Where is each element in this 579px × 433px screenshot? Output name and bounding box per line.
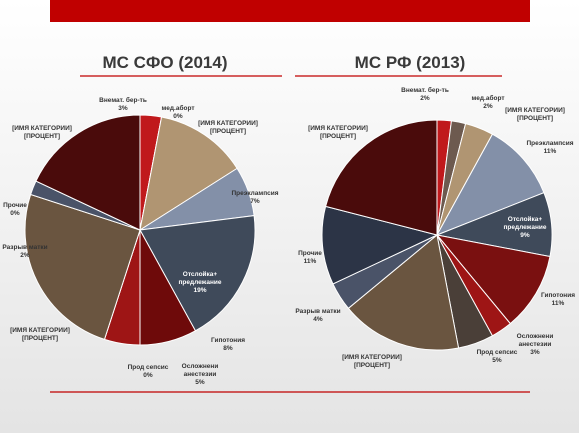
slice-label: Прод сепсис 5% bbox=[464, 349, 530, 365]
category-label: [ИМЯ КАТЕГОРИИ] bbox=[308, 124, 368, 132]
slice-label: Прочие 11% bbox=[277, 250, 343, 266]
category-label: Осложнени анестезии bbox=[516, 332, 554, 348]
value-label: 3% bbox=[118, 105, 128, 112]
value-label: 0% bbox=[173, 113, 183, 120]
category-label: Прод сепсис bbox=[127, 363, 169, 371]
slice-label: мед.аборт 0% bbox=[145, 105, 211, 121]
value-label: [ПРОЦЕНТ] bbox=[319, 133, 357, 140]
slice-label: [ИМЯ КАТЕГОРИИ] [ПРОЦЕНТ] bbox=[9, 125, 75, 141]
slice-label: Преэклампсия 7% bbox=[222, 190, 288, 206]
slice-label: Внемат. бер-ть 2% bbox=[392, 87, 458, 103]
value-label: 11% bbox=[551, 300, 565, 307]
pie-slice bbox=[24, 193, 141, 341]
slice-label: [ИМЯ КАТЕГОРИИ] [ПРОЦЕНТ] bbox=[305, 125, 371, 141]
category-label: [ИМЯ КАТЕГОРИИ] bbox=[10, 326, 70, 334]
pie-slice bbox=[347, 234, 460, 351]
category-label: Внемат. бер-ть bbox=[401, 86, 449, 94]
category-label: Прод сепсис bbox=[476, 348, 518, 356]
pie-slice bbox=[325, 119, 438, 236]
category-label: Преэклампсия bbox=[526, 139, 574, 147]
category-label: [ИМЯ КАТЕГОРИИ] bbox=[505, 106, 565, 114]
slice-label: Преэклампсия 11% bbox=[517, 140, 579, 156]
pie-slice bbox=[139, 215, 256, 332]
slice-label: Отслойка+ предлежание 9% bbox=[492, 216, 558, 240]
slice-label: [ИМЯ КАТЕГОРИИ] [ПРОЦЕНТ] bbox=[195, 120, 261, 136]
value-label: 2% bbox=[420, 95, 430, 102]
slice-label: Гипотония 11% bbox=[525, 292, 579, 308]
category-label: Гипотония bbox=[210, 336, 246, 344]
slice-label: Внемат. бер-ть 3% bbox=[90, 97, 156, 113]
pie-slice bbox=[435, 133, 545, 236]
slice-label: Разрыв матки 2% bbox=[0, 244, 58, 260]
value-label: 7% bbox=[250, 198, 260, 205]
slice-label: Отслойка+ предлежание 19% bbox=[167, 271, 233, 295]
category-label: мед.аборт bbox=[471, 94, 505, 102]
pie-slice bbox=[139, 116, 238, 232]
category-label: Гипотония bbox=[540, 291, 576, 299]
value-label: [ПРОЦЕНТ] bbox=[516, 115, 554, 122]
category-label: Прочие bbox=[298, 249, 322, 257]
slice-label: Прод сепсис 0% bbox=[115, 364, 181, 380]
pie-slice bbox=[321, 205, 439, 285]
slice-label: Осложнени анестезии 3% bbox=[502, 333, 568, 357]
category-label: Отслойка+ предлежание bbox=[503, 215, 547, 231]
value-label: 5% bbox=[195, 379, 205, 387]
value-label: 9% bbox=[520, 232, 530, 240]
slice-label: Гипотония 8% bbox=[195, 337, 261, 353]
slice-label: [ИМЯ КАТЕГОРИИ] [ПРОЦЕНТ] bbox=[339, 354, 405, 370]
category-label: Прочие bbox=[3, 201, 27, 209]
category-label: [ИМЯ КАТЕГОРИИ] bbox=[12, 124, 72, 132]
value-label: [ПРОЦЕНТ] bbox=[21, 335, 59, 342]
value-label: [ПРОЦЕНТ] bbox=[209, 128, 247, 135]
chart-title: МС РФ (2013) bbox=[355, 53, 466, 72]
value-label: [ПРОЦЕНТ] bbox=[353, 362, 391, 369]
slice-label: [ИМЯ КАТЕГОРИИ] [ПРОЦЕНТ] bbox=[502, 107, 568, 123]
value-label: 2% bbox=[20, 252, 30, 259]
value-label: 8% bbox=[223, 345, 233, 352]
value-label: 2% bbox=[483, 103, 493, 110]
slice-label: Разрыв матки 4% bbox=[285, 308, 351, 324]
pie-slice bbox=[435, 234, 551, 325]
category-label: Преэклампсия bbox=[231, 189, 279, 197]
value-label: 19% bbox=[193, 287, 207, 295]
value-label: 0% bbox=[10, 210, 20, 217]
category-label: [ИМЯ КАТЕГОРИИ] bbox=[342, 353, 402, 361]
value-label: 11% bbox=[303, 258, 317, 265]
value-label: 3% bbox=[530, 349, 540, 357]
value-label: 0% bbox=[143, 372, 153, 379]
value-label: 5% bbox=[492, 357, 502, 364]
category-label: Осложнени анестезии bbox=[181, 362, 219, 378]
category-label: Разрыв матки bbox=[295, 307, 341, 315]
pie-slice bbox=[35, 114, 141, 231]
slice-label: Осложнени анестезии 5% bbox=[167, 363, 233, 387]
category-label: Отслойка+ предлежание bbox=[178, 270, 222, 286]
value-label: 11% bbox=[543, 148, 557, 155]
category-label: Разрыв матки bbox=[2, 243, 48, 251]
top-bar bbox=[50, 0, 530, 22]
category-label: Внемат. бер-ть bbox=[99, 96, 147, 104]
slice-label: мед.аборт 2% bbox=[455, 95, 521, 111]
value-label: 4% bbox=[313, 316, 323, 323]
slice-label: Прочие 0% bbox=[0, 202, 48, 218]
category-label: мед.аборт bbox=[161, 104, 195, 112]
category-label: [ИМЯ КАТЕГОРИИ] bbox=[198, 119, 258, 127]
value-label: [ПРОЦЕНТ] bbox=[23, 133, 61, 140]
chart-title: МС СФО (2014) bbox=[102, 53, 227, 72]
slice-label: [ИМЯ КАТЕГОРИИ] [ПРОЦЕНТ] bbox=[7, 327, 73, 343]
